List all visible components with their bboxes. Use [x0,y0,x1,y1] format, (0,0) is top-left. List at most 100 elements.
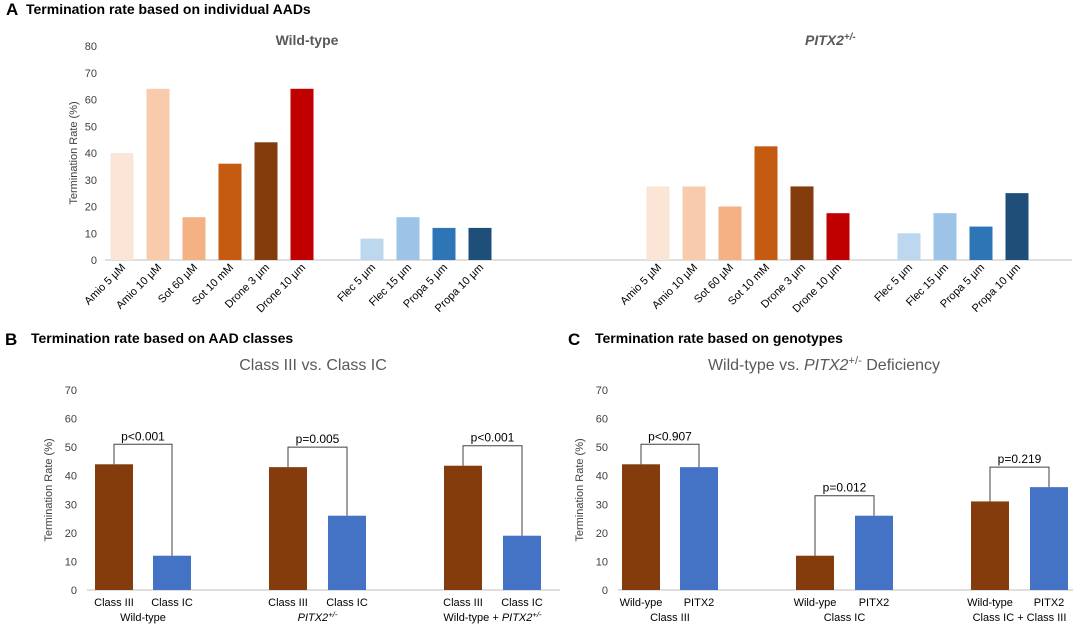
panel-c-bar [680,467,718,590]
panel-b-y-tick: 0 [71,585,77,597]
panel-a-y-tick: 20 [85,202,97,214]
panel-a-y-tick: 70 [85,68,97,80]
panel-c-y-label: Termination Rate (%) [574,438,586,541]
panel-a-bar [718,206,742,260]
panel-a-bar [897,233,921,260]
panel-c-bar-label: PITX2 [859,597,890,609]
panel-c-group-label: Class IC [824,612,866,624]
panel-c-bar-label: Wild-type [967,597,1013,609]
panel-c-subtitle-part: +/- [848,355,862,367]
panel-c-bar [1030,487,1068,590]
panel-c-y-tick: 40 [596,471,608,483]
panel-b-p-value: p<0.001 [471,431,515,445]
panel-b-bar-label: Class III [268,597,308,609]
panel-a-y-tick: 30 [85,175,97,187]
panel-c-title: Termination rate based on genotypes [595,330,843,346]
panel-a-bar [290,88,314,260]
panel-c-p-value: p=0.012 [823,481,867,495]
panel-c-significance-bracket [640,443,700,468]
panel-c-bar [796,555,834,590]
panel-c-bar-label: PITX2 [684,597,715,609]
panel-a-subtitle-wildtype: Wild-type [276,32,339,48]
panel-b-bar-label: Class IC [501,597,543,609]
panel-b-bar [269,467,307,590]
panel-c-subtitle-part: Wild-type vs. [708,357,804,374]
panel-a-bar [933,213,957,260]
panel-c-letter: C [568,330,580,349]
panel-a-bar [790,186,814,260]
panel-b-bar [444,465,482,590]
panel-b-y-tick: 50 [65,442,77,454]
panel-b-subtitle: Class III vs. Class IC [239,357,387,374]
panel-b-y-label: Termination Rate (%) [43,438,55,541]
panel-b-p-value: p=0.005 [296,432,340,446]
panel-a-bar [110,153,134,260]
panel-c-bar-label: Wild-ype [794,597,837,609]
panel-a-bar [396,217,420,260]
panel-c-group-label: Class III [650,612,690,624]
panel-c-bar [622,464,660,590]
panel-b-y-tick: 70 [65,385,77,397]
panel-b-y-tick: 20 [65,528,77,540]
panel-c-significance-bracket [989,466,1050,502]
panel-c-subtitle: Wild-type vs. PITX2+/- Deficiency [708,355,940,374]
panel-a-subtitle-pitx2-part: PITX2 [805,32,844,48]
panel-a-bar [1005,193,1029,260]
panel-a-y-tick: 40 [85,148,97,160]
panel-b-group-label: PITX2+/- [298,610,338,625]
panel-a-title: Termination rate based on individual AAD… [26,1,311,17]
panel-b-group-label: Wild-type [120,612,166,624]
panel-b-y-tick: 40 [65,471,77,483]
panel-c-bar-label: PITX2 [1034,597,1065,609]
panel-b-significance-bracket [113,443,173,556]
panel-b-bar [95,464,133,590]
panel-b-bar [503,535,541,590]
panel-a-bar [826,213,850,260]
panel-b-bar-label: Class III [94,597,134,609]
panel-c-y-tick: 20 [596,528,608,540]
panel-b-group-label: Wild-type + PITX2+/- [443,610,542,625]
panel-c-y-tick: 10 [596,556,608,568]
panel-a-bar [754,146,778,260]
panel-a-y-label: Termination Rate (%) [68,101,80,204]
group-label-part: PITX2 [298,612,329,624]
panel-a-bar [182,217,206,260]
panel-a-y-tick: 60 [85,95,97,107]
panel-b-bar-label: Class IC [326,597,368,609]
panel-c-bar [971,501,1009,590]
panel-c-significance-bracket [814,495,875,556]
panel-a-subtitle-pitx2-part: +/- [844,32,856,43]
group-label-part: PITX2 [502,612,533,624]
panel-c-subtitle-part: PITX2 [804,357,849,374]
panel-b-bar [328,515,366,590]
panel-c-y-tick: 0 [602,585,608,597]
panel-c-y-tick: 30 [596,499,608,511]
panel-b-y-tick: 10 [65,556,77,568]
panel-c-y-tick: 60 [596,414,608,426]
panel-c-y-tick: 70 [596,385,608,397]
panel-b-y-tick: 30 [65,499,77,511]
panel-a-bar [646,186,670,260]
panel-b-letter: B [5,330,17,349]
panel-b-bar-label: Class IC [151,597,193,609]
panel-a-bar [969,226,993,260]
group-label-part: Wild-type + [443,612,501,624]
panel-c-subtitle-part: Deficiency [862,357,940,374]
panel-a-y-tick: 50 [85,121,97,133]
panel-a-y-tick: 10 [85,228,97,240]
panel-a-letter: A [6,0,18,19]
panel-c-group-label: Class IC + Class III [973,612,1067,624]
panel-c-p-value: p=0.219 [998,452,1042,466]
group-label-part: +/- [532,610,542,619]
panel-a-y-tick: 0 [91,255,97,267]
group-label-part: +/- [328,610,338,619]
panel-a-bar [254,142,278,260]
panel-a-bar [432,227,456,260]
panel-a-bar [360,238,384,260]
panel-b-y-tick: 60 [65,414,77,426]
panel-a-subtitle-pitx2: PITX2+/- [805,32,856,49]
panel-a-bar [682,186,706,260]
panel-c-y-tick: 50 [596,442,608,454]
panel-a-bar [218,163,242,260]
